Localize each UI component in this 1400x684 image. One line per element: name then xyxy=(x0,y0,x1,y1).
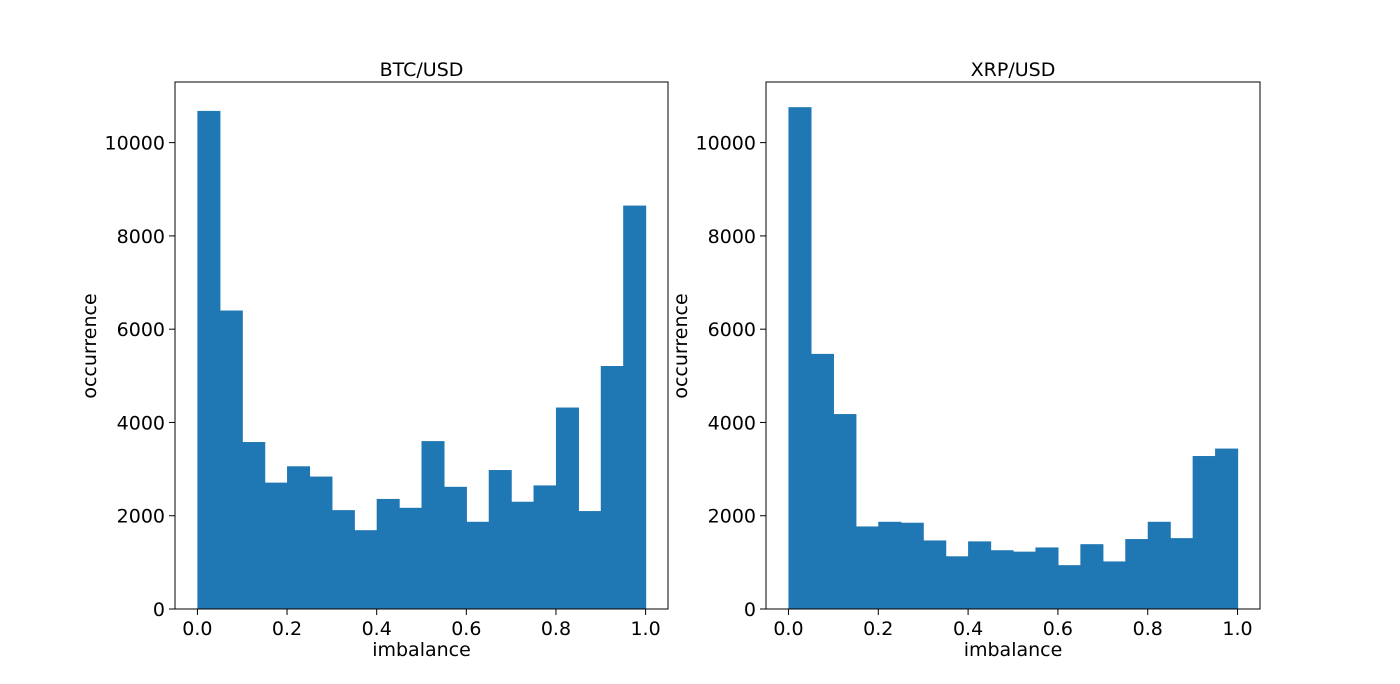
histogram-bar xyxy=(399,507,423,609)
x-tick-label: 0.4 xyxy=(362,618,392,640)
y-axis-ticks: 0 2000 4000 6000 8000 10000 xyxy=(105,133,175,621)
chart-xrp-usd: XRP/USD 0.0 0.2 0.4 0.6 0.8 1.0 0 2000 4000 6000… xyxy=(670,59,1261,661)
y-tick-label: 8000 xyxy=(708,226,756,248)
histogram-bar xyxy=(1057,565,1081,609)
histogram-bar xyxy=(1192,456,1216,609)
histogram-bar xyxy=(242,442,266,609)
x-tick-label: 0.0 xyxy=(182,618,212,640)
y-axis-ticks: 0 2000 4000 6000 8000 10000 xyxy=(696,133,766,621)
histogram-bar xyxy=(990,550,1014,609)
histogram-bar xyxy=(331,510,355,609)
chart-title: XRP/USD xyxy=(971,59,1056,81)
histogram-bar xyxy=(443,486,467,609)
y-axis-label: occurrence xyxy=(670,293,692,398)
histogram-bar xyxy=(923,540,947,609)
y-tick-label: 4000 xyxy=(708,412,756,434)
x-axis-label: imbalance xyxy=(372,639,471,661)
histogram-bar xyxy=(555,407,579,609)
y-tick-label: 10000 xyxy=(105,133,165,155)
plot-frame xyxy=(765,81,1261,610)
histogram-bar xyxy=(1102,561,1126,609)
y-tick-label: 4000 xyxy=(117,412,165,434)
y-tick-label: 2000 xyxy=(117,506,165,528)
y-tick-label: 2000 xyxy=(708,506,756,528)
histogram-bar xyxy=(1125,539,1149,609)
histogram-bar xyxy=(466,521,490,609)
histogram-bar xyxy=(810,353,834,609)
histogram-bar xyxy=(1035,547,1059,609)
histogram-bar xyxy=(1013,551,1037,609)
histogram-bar xyxy=(623,205,647,609)
x-tick-label: 0.4 xyxy=(953,618,983,640)
x-tick-label: 0.8 xyxy=(1133,618,1163,640)
chart-title: BTC/USD xyxy=(380,59,464,81)
histogram-bar xyxy=(264,482,288,609)
x-tick-label: 0.0 xyxy=(773,618,803,640)
y-tick-label: 0 xyxy=(153,599,165,621)
histogram-bar xyxy=(1147,521,1171,609)
y-tick-label: 10000 xyxy=(696,133,756,155)
histogram-bar xyxy=(309,476,333,609)
histogram-bar xyxy=(900,522,924,609)
x-tick-label: 0.2 xyxy=(863,618,893,640)
histogram-bar xyxy=(945,556,969,609)
y-tick-label: 6000 xyxy=(708,319,756,341)
histogram-bar xyxy=(855,526,879,609)
histogram-bar xyxy=(219,310,243,609)
x-tick-label: 1.0 xyxy=(1222,618,1252,640)
histogram-bar xyxy=(511,501,535,609)
bar-group xyxy=(197,110,647,610)
x-axis-ticks: 0.0 0.2 0.4 0.6 0.8 1.0 xyxy=(182,609,661,640)
histogram-bar xyxy=(578,511,602,609)
histogram-bar xyxy=(354,530,378,609)
chart-btc-usd: BTC/USD 0.0 0.2 0.4 0.6 0.8 1.0 0 2000 4000 6000… xyxy=(79,59,669,661)
histogram-bar xyxy=(1215,448,1239,609)
y-axis-label: occurrence xyxy=(79,293,101,398)
y-tick-label: 6000 xyxy=(117,319,165,341)
plot-frame xyxy=(174,81,669,610)
histogram-bar xyxy=(421,441,445,609)
histogram-bar xyxy=(533,485,557,609)
histogram-bar xyxy=(968,541,992,609)
histogram-bar xyxy=(287,466,311,609)
histogram-bar xyxy=(788,107,812,609)
y-tick-label: 0 xyxy=(744,599,756,621)
x-axis-ticks: 0.0 0.2 0.4 0.6 0.8 1.0 xyxy=(773,609,1253,640)
histogram-bar xyxy=(197,110,221,610)
histogram-bar xyxy=(1170,538,1194,609)
x-tick-label: 1.0 xyxy=(630,618,660,640)
bar-group xyxy=(788,107,1239,609)
x-tick-label: 0.8 xyxy=(541,618,571,640)
y-tick-label: 8000 xyxy=(117,226,165,248)
histogram-bar xyxy=(376,498,400,609)
histogram-bar xyxy=(1080,544,1104,609)
histogram-bar xyxy=(833,414,857,609)
histogram-bar xyxy=(600,366,624,609)
histogram-bar xyxy=(878,521,902,609)
x-tick-label: 0.6 xyxy=(451,618,481,640)
histogram-bar xyxy=(488,470,512,609)
x-tick-label: 0.2 xyxy=(272,618,302,640)
x-axis-label: imbalance xyxy=(964,639,1063,661)
x-tick-label: 0.6 xyxy=(1043,618,1073,640)
